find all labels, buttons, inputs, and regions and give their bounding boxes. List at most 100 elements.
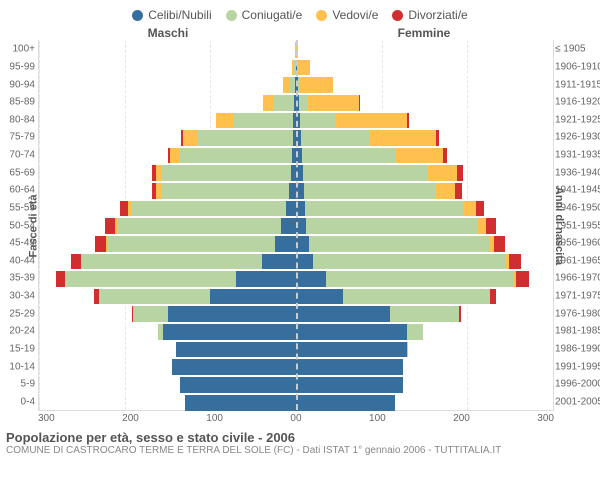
female-side	[296, 76, 553, 93]
age-label: 95-99	[3, 61, 35, 72]
x-tick: 300	[537, 413, 554, 424]
male-side	[39, 94, 296, 111]
x-axis: 3002001000 0100200300	[0, 411, 600, 424]
male-side	[39, 182, 296, 199]
center-axis	[296, 40, 298, 410]
male-side	[39, 288, 296, 305]
age-label: 100+	[3, 44, 35, 55]
legend: Celibi/Nubili Coniugati/e Vedovi/e Divorzia…	[0, 0, 600, 26]
x-tick: 200	[453, 413, 470, 424]
segment-single	[296, 394, 395, 413]
female-side	[296, 341, 553, 358]
age-label: 60-64	[3, 185, 35, 196]
male-side	[39, 76, 296, 93]
male-side	[39, 358, 296, 375]
age-label: 50-54	[3, 220, 35, 231]
female-side	[296, 217, 553, 234]
age-label: 15-19	[3, 343, 35, 354]
age-label: 55-59	[3, 202, 35, 213]
x-tick: 100	[206, 413, 223, 424]
legend-label: Vedovi/e	[332, 8, 378, 22]
male-side	[39, 394, 296, 411]
birth-label: 1936-1940	[555, 167, 599, 178]
age-label: 5-9	[3, 379, 35, 390]
female-side	[296, 305, 553, 322]
male-side	[39, 59, 296, 76]
female-side	[296, 270, 553, 287]
female-side	[296, 394, 553, 411]
birth-label: 2001-2005	[555, 396, 599, 407]
age-label: 80-84	[3, 114, 35, 125]
birth-label: 1911-1915	[555, 79, 599, 90]
age-label: 45-49	[3, 238, 35, 249]
footer: Popolazione per età, sesso e stato civil…	[0, 424, 600, 456]
male-side	[39, 129, 296, 146]
female-side	[296, 129, 553, 146]
legend-item: Vedovi/e	[316, 8, 378, 22]
age-label: 40-44	[3, 255, 35, 266]
x-tick: 300	[38, 413, 55, 424]
female-side	[296, 182, 553, 199]
birth-label: 1966-1970	[555, 273, 599, 284]
segment-single	[185, 394, 296, 413]
male-side	[39, 147, 296, 164]
birth-label: 1961-1965	[555, 255, 599, 266]
legend-item: Divorziati/e	[392, 8, 467, 22]
male-side	[39, 323, 296, 340]
x-tick: 100	[369, 413, 386, 424]
birth-label: 1931-1935	[555, 150, 599, 161]
x-tick: 200	[122, 413, 139, 424]
male-side	[39, 253, 296, 270]
legend-swatch	[316, 10, 327, 21]
chart-subtitle: COMUNE DI CASTROCARO TERME E TERRA DEL S…	[6, 445, 596, 456]
age-label: 75-79	[3, 132, 35, 143]
birth-label: 1976-1980	[555, 308, 599, 319]
age-label: 70-74	[3, 150, 35, 161]
birth-label: 1981-1985	[555, 326, 599, 337]
male-side	[39, 235, 296, 252]
female-side	[296, 147, 553, 164]
birth-label: 1946-1950	[555, 202, 599, 213]
birth-label: 1951-1955	[555, 220, 599, 231]
birth-label: 1996-2000	[555, 379, 599, 390]
female-side	[296, 200, 553, 217]
birth-label: ≤ 1905	[555, 44, 599, 55]
female-side	[296, 59, 553, 76]
pyramid-plot: 100+≤ 190595-991906-191090-941911-191585…	[38, 40, 554, 411]
male-side	[39, 164, 296, 181]
legend-label: Coniugati/e	[242, 8, 303, 22]
age-label: 25-29	[3, 308, 35, 319]
female-side	[296, 323, 553, 340]
age-label: 10-14	[3, 361, 35, 372]
age-label: 0-4	[3, 396, 35, 407]
male-side	[39, 270, 296, 287]
female-side	[296, 376, 553, 393]
birth-label: 1916-1920	[555, 97, 599, 108]
male-side	[39, 200, 296, 217]
gender-headers: Maschi Femmine	[0, 26, 600, 40]
age-label: 85-89	[3, 97, 35, 108]
male-side	[39, 217, 296, 234]
female-side	[296, 112, 553, 129]
male-side	[39, 341, 296, 358]
male-side	[39, 305, 296, 322]
birth-label: 1986-1990	[555, 343, 599, 354]
female-side	[296, 94, 553, 111]
legend-swatch	[226, 10, 237, 21]
header-male: Maschi	[40, 26, 296, 40]
chart-area: Fasce di età Anni di nascita 100+≤ 19059…	[0, 40, 600, 411]
birth-label: 1956-1960	[555, 238, 599, 249]
age-label: 30-34	[3, 291, 35, 302]
birth-label: 1906-1910	[555, 61, 599, 72]
female-side	[296, 253, 553, 270]
male-side	[39, 376, 296, 393]
legend-item: Celibi/Nubili	[132, 8, 211, 22]
male-side	[39, 41, 296, 58]
age-label: 20-24	[3, 326, 35, 337]
legend-item: Coniugati/e	[226, 8, 303, 22]
birth-label: 1941-1945	[555, 185, 599, 196]
age-label: 35-39	[3, 273, 35, 284]
legend-label: Celibi/Nubili	[148, 8, 211, 22]
female-side	[296, 164, 553, 181]
female-side	[296, 288, 553, 305]
